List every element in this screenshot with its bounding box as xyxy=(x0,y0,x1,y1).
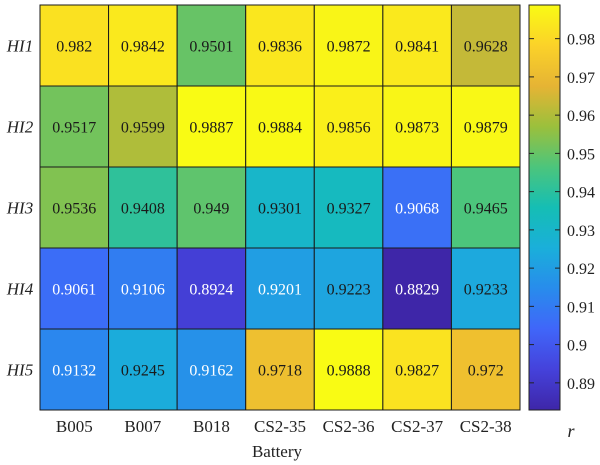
heatmap-cells xyxy=(39,4,521,411)
colorbar-tick-label: 0.91 xyxy=(567,299,595,316)
heatmap-cell-HI1-B018 xyxy=(176,4,247,87)
heatmap-cell-HI1-CS2-36 xyxy=(313,4,384,87)
heatmap-cell-HI1-CS2-37 xyxy=(382,4,452,87)
cell-value-label: 0.9856 xyxy=(327,120,371,137)
cell-value-label: 0.9536 xyxy=(52,201,96,218)
cell-value-label: 0.8924 xyxy=(189,282,233,299)
cell-value-label: 0.9327 xyxy=(327,201,371,218)
x-tick-labels: B005 B007 B018 CS2-35 CS2-36 CS2-37 CS2-38 xyxy=(56,417,512,436)
x-tick-label: B005 xyxy=(56,417,93,436)
heatmap-cell-HI5-B018 xyxy=(176,328,247,411)
cell-value-label: 0.9501 xyxy=(189,39,233,56)
x-axis-label: Battery xyxy=(252,442,303,461)
cell-value-label: 0.9718 xyxy=(258,363,302,380)
heatmap-cell-HI3-CS2-37 xyxy=(382,166,452,249)
cell-value-label: 0.9233 xyxy=(464,282,508,299)
heatmap-cell-HI4-B007 xyxy=(108,247,178,330)
cell-value-label: 0.9132 xyxy=(52,363,96,380)
colorbar-tick-label: 0.89 xyxy=(567,376,595,393)
cell-value-label: 0.982 xyxy=(56,39,92,56)
heatmap-cell-labels: 0.982 0.9842 0.9501 0.9836 0.9872 0.9841 0.962… xyxy=(52,39,507,380)
cell-value-label: 0.9408 xyxy=(121,201,165,218)
colorbar xyxy=(528,4,561,411)
heatmap-cell-HI5-CS2-37 xyxy=(382,328,452,411)
heatmap-cell-HI3-CS2-35 xyxy=(245,166,315,249)
cell-value-label: 0.972 xyxy=(468,363,504,380)
y-tick-label: HI5 xyxy=(6,361,33,380)
heatmap-cell-HI5-CS2-38 xyxy=(450,328,521,411)
cell-value-label: 0.9836 xyxy=(258,39,302,56)
cell-value-label: 0.9888 xyxy=(327,363,371,380)
cell-value-label: 0.9599 xyxy=(121,120,165,137)
colorbar-tick-label: 0.97 xyxy=(567,70,595,87)
cell-value-label: 0.9465 xyxy=(464,201,508,218)
heatmap-cell-HI3-B007 xyxy=(108,166,178,249)
cell-value-label: 0.9628 xyxy=(464,39,508,56)
heatmap-cell-HI2-CS2-36 xyxy=(313,85,384,168)
cell-value-label: 0.9884 xyxy=(258,120,302,137)
cell-value-label: 0.9827 xyxy=(395,363,439,380)
x-tick-label: B007 xyxy=(124,417,161,436)
cell-value-label: 0.9223 xyxy=(327,282,371,299)
cell-value-label: 0.8829 xyxy=(395,282,439,299)
heatmap-cell-HI1-CS2-35 xyxy=(245,4,315,87)
cell-value-label: 0.9162 xyxy=(189,363,233,380)
cell-value-label: 0.9872 xyxy=(327,39,371,56)
colorbar-tick-label: 0.98 xyxy=(567,32,595,49)
heatmap-cell-HI1-B005 xyxy=(39,4,110,87)
x-tick-label: CS2-38 xyxy=(460,417,512,436)
x-tick-label: CS2-35 xyxy=(254,417,306,436)
y-tick-label: HI4 xyxy=(6,280,34,299)
heatmap-cell-HI2-B018 xyxy=(176,85,247,168)
cell-value-label: 0.9201 xyxy=(258,282,302,299)
cell-value-label: 0.9517 xyxy=(52,120,96,137)
heatmap-cell-HI2-B005 xyxy=(39,85,110,168)
y-tick-labels: HI1 HI2 HI3 HI4 HI5 xyxy=(6,37,34,380)
cell-value-label: 0.9841 xyxy=(395,39,439,56)
cell-value-label: 0.9061 xyxy=(52,282,96,299)
cell-value-label: 0.9301 xyxy=(258,201,302,218)
y-tick-label: HI1 xyxy=(6,37,33,56)
colorbar-ticks: 0.89 0.9 0.91 0.92 0.93 0.94 0.95 0.96 0.97 0.98 xyxy=(529,32,595,393)
heatmap-cell-HI5-B005 xyxy=(39,328,110,411)
cell-value-label: 0.9879 xyxy=(464,120,508,137)
colorbar-tick-label: 0.92 xyxy=(567,261,595,278)
cell-value-label: 0.9887 xyxy=(189,120,233,137)
y-tick-label: HI3 xyxy=(6,199,33,218)
x-tick-label: B018 xyxy=(193,417,230,436)
heatmap-cell-HI2-CS2-38 xyxy=(450,85,521,168)
heatmap-cell-HI3-B018 xyxy=(176,166,247,249)
x-tick-label: CS2-36 xyxy=(323,417,375,436)
heatmap-cell-HI1-B007 xyxy=(108,4,178,87)
heatmap-cell-HI3-CS2-36 xyxy=(313,166,384,249)
colorbar-tick-label: 0.96 xyxy=(567,108,595,125)
cell-value-label: 0.9106 xyxy=(121,282,165,299)
colorbar-tick-label: 0.95 xyxy=(567,146,595,163)
heatmap-cell-HI3-CS2-38 xyxy=(450,166,521,249)
cell-value-label: 0.9245 xyxy=(121,363,165,380)
heatmap-cell-HI4-B005 xyxy=(39,247,110,330)
cell-value-label: 0.9873 xyxy=(395,120,439,137)
heatmap-cell-HI2-CS2-37 xyxy=(382,85,452,168)
colorbar-label: r xyxy=(567,421,575,441)
colorbar-tick-label: 0.9 xyxy=(567,338,587,355)
colorbar-tick-label: 0.93 xyxy=(567,223,595,240)
colorbar-tick-label: 0.94 xyxy=(567,185,595,202)
heatmap-cell-HI4-CS2-38 xyxy=(450,247,521,330)
y-tick-label: HI2 xyxy=(6,118,34,137)
heatmap-cell-HI4-CS2-35 xyxy=(245,247,315,330)
cell-value-label: 0.949 xyxy=(193,201,229,218)
heatmap-cell-HI4-CS2-37 xyxy=(382,247,452,330)
x-tick-label: CS2-37 xyxy=(391,417,443,436)
cell-value-label: 0.9842 xyxy=(121,39,165,56)
cell-value-label: 0.9068 xyxy=(395,201,439,218)
